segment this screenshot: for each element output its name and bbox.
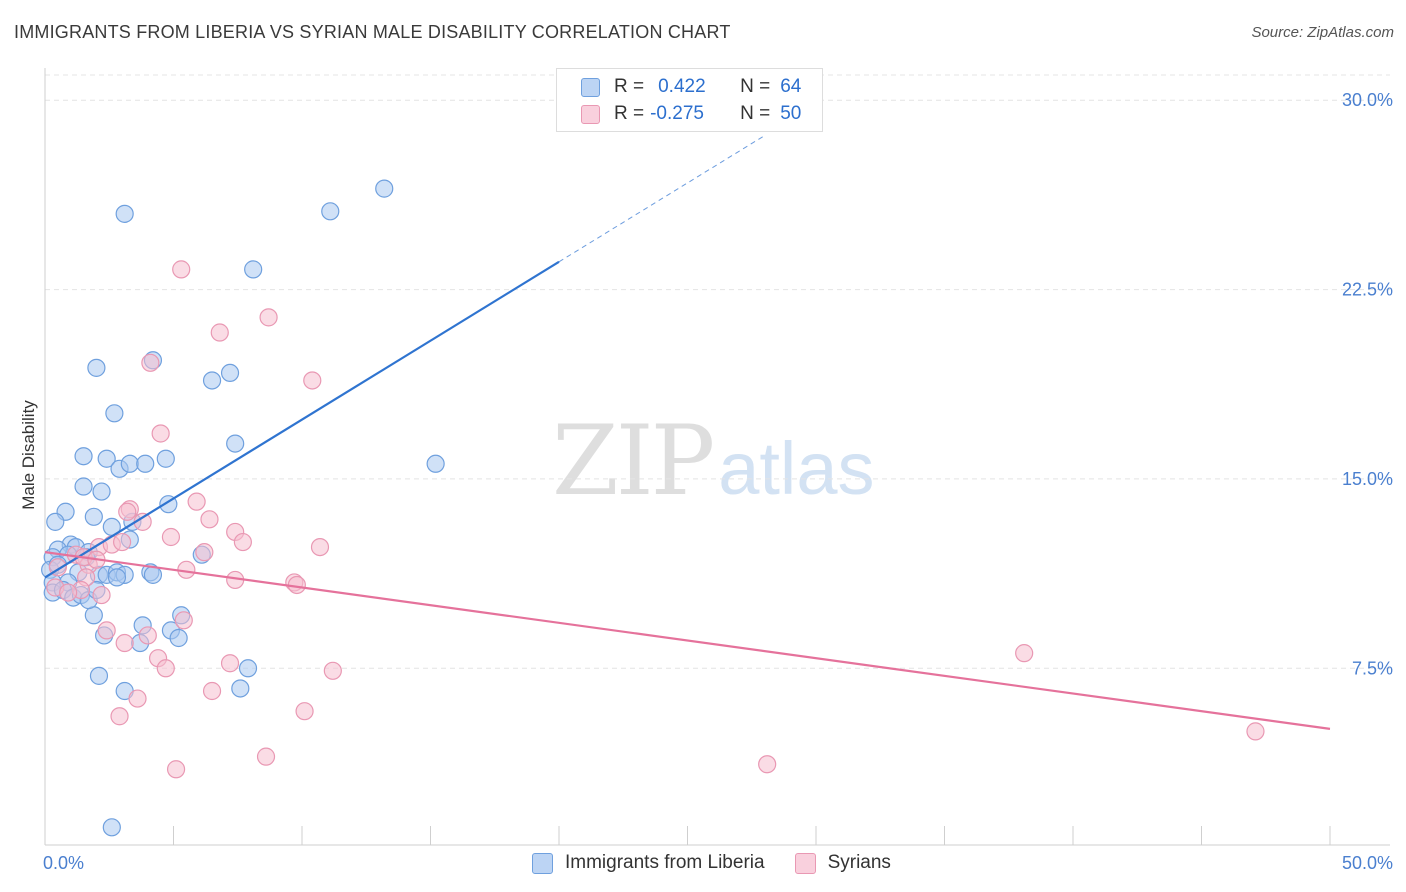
point-liberia	[426, 454, 445, 473]
point-liberia	[120, 454, 139, 473]
point-syrians	[128, 689, 147, 708]
point-liberia	[231, 679, 250, 698]
point-liberia	[87, 358, 106, 377]
point-syrians	[112, 532, 132, 552]
point-syrians	[174, 611, 193, 630]
point-syrians	[200, 510, 219, 529]
r-label: R =	[614, 76, 645, 97]
point-syrians	[115, 633, 134, 653]
point-syrians	[151, 424, 170, 443]
legend-label: Immigrants from Liberia	[565, 852, 765, 873]
r-value: -0.275	[650, 103, 704, 124]
n-value: 50	[780, 103, 802, 124]
point-liberia	[220, 363, 240, 383]
point-syrians	[166, 760, 186, 779]
x-tick-label: 0.0%	[43, 853, 84, 873]
y-tick-label: 7.5%	[1352, 658, 1393, 678]
point-liberia	[136, 454, 155, 473]
series-legend: Immigrants from Liberia Syrians	[532, 852, 921, 874]
point-liberia	[89, 666, 109, 685]
point-syrians	[138, 626, 157, 645]
y-tick-label: 15.0%	[1342, 469, 1393, 489]
legend-swatch-pink	[794, 852, 816, 874]
point-liberia	[244, 260, 263, 279]
legend-swatch-blue	[581, 77, 600, 97]
point-syrians	[303, 371, 322, 390]
point-liberia	[107, 568, 127, 587]
y-tick-label: 22.5%	[1342, 280, 1393, 300]
legend-label: Syrians	[827, 852, 891, 873]
trend-line-liberia-extension	[558, 135, 765, 263]
point-syrians	[256, 747, 276, 766]
point-liberia	[92, 482, 111, 501]
data-points	[41, 179, 1265, 837]
point-syrians	[210, 323, 229, 342]
point-syrians	[172, 260, 191, 279]
point-syrians	[195, 543, 214, 562]
point-liberia	[202, 371, 222, 390]
trend-line-liberia	[44, 260, 560, 579]
point-syrians	[1246, 722, 1265, 741]
point-syrians	[156, 659, 175, 678]
point-syrians	[758, 755, 777, 774]
point-syrians	[233, 532, 252, 552]
point-syrians	[1015, 644, 1034, 663]
point-syrians	[202, 681, 222, 701]
trend-lines	[44, 135, 1331, 730]
point-liberia	[169, 628, 188, 648]
point-liberia	[226, 434, 245, 453]
n-value: 64	[780, 76, 802, 97]
tick-labels: 7.5% 15.0% 22.5% 30.0% 0.0% 50.0%	[43, 90, 1393, 873]
point-syrians	[259, 308, 278, 327]
correlation-legend: R = 0.422 N = 64 R = -0.275 N = 50	[556, 68, 823, 132]
y-tick-label: 30.0%	[1342, 90, 1393, 110]
point-liberia	[102, 818, 121, 837]
point-liberia	[46, 512, 65, 531]
point-syrians	[110, 707, 129, 726]
point-liberia	[74, 477, 93, 496]
trend-line-syrians	[44, 551, 1331, 730]
point-liberia	[321, 202, 340, 221]
point-syrians	[220, 654, 240, 673]
point-syrians	[310, 537, 330, 557]
chart-title: IMMIGRANTS FROM LIBERIA VS SYRIAN MALE D…	[14, 22, 731, 42]
point-syrians	[97, 621, 116, 640]
legend-swatch-pink	[581, 104, 600, 124]
point-liberia	[375, 179, 394, 198]
r-label: R =	[614, 103, 645, 124]
point-liberia	[74, 447, 93, 466]
legend-item-syrians[interactable]: Syrians	[794, 852, 891, 874]
axes	[44, 68, 1390, 846]
point-syrians	[118, 502, 137, 521]
grid-lines	[45, 74, 1390, 669]
point-liberia	[115, 204, 134, 223]
point-syrians	[92, 585, 111, 605]
point-syrians	[187, 492, 206, 511]
point-syrians	[323, 661, 342, 680]
point-liberia	[156, 449, 175, 468]
point-liberia	[84, 507, 103, 526]
point-syrians	[141, 353, 160, 372]
x-tick-label: 50.0%	[1342, 853, 1393, 873]
n-label: N =	[740, 103, 771, 124]
legend-row-syrians: R = -0.275 N = 50	[581, 102, 801, 126]
point-liberia	[238, 659, 258, 678]
legend-item-liberia[interactable]: Immigrants from Liberia	[532, 852, 765, 874]
r-value: 0.422	[658, 76, 706, 97]
point-syrians	[295, 702, 314, 721]
point-liberia	[84, 606, 103, 625]
point-liberia	[97, 449, 116, 468]
point-liberia	[105, 404, 124, 423]
n-label: N =	[740, 76, 771, 97]
point-syrians	[59, 583, 78, 602]
legend-swatch-blue	[532, 852, 553, 874]
point-syrians	[161, 527, 181, 547]
source-label: Source: ZipAtlas.com	[1251, 24, 1394, 41]
legend-row-liberia: R = 0.422 N = 64	[581, 75, 801, 99]
